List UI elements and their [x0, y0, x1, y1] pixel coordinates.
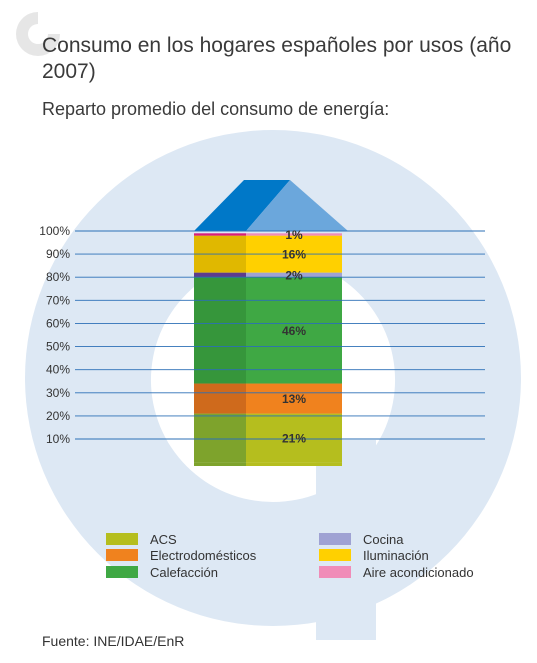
- bar-segment-shade-calefaccion: [194, 277, 246, 384]
- chart-title: Consumo en los hogares españoles por uso…: [42, 34, 512, 83]
- legend-label-acs: ACS: [150, 531, 177, 547]
- data-label-calefaccion: 46%: [282, 324, 306, 338]
- legend-swatch-iluminacion: [319, 549, 351, 561]
- legend-item-electrodomesticos: Electrodomésticos: [106, 547, 256, 563]
- legend-item-cocina: Cocina: [319, 531, 403, 547]
- bar-segment-acs: [246, 413, 342, 463]
- legend-swatch-calefaccion: [106, 566, 138, 578]
- roof-right: [246, 180, 348, 231]
- y-tick-label-100: 100%: [39, 224, 70, 238]
- legend-item-calefaccion: Calefacción: [106, 564, 218, 580]
- legend-label-electrodomesticos: Electrodomésticos: [150, 547, 257, 563]
- legend-label-iluminacion: Iluminación: [363, 547, 429, 563]
- y-tick-label-80: 80%: [46, 270, 70, 284]
- legend-label-aire-acondicionado: Aire acondicionado: [363, 564, 474, 580]
- bar-segment-shade-electrodomesticos: [194, 383, 246, 414]
- bar-segment-calefaccion: [246, 277, 342, 384]
- bar-base: [246, 462, 342, 466]
- bar-segment-shade-cocina: [194, 272, 246, 278]
- data-label-cocina: 2%: [285, 268, 303, 282]
- legend-swatch-electrodomesticos: [106, 549, 138, 561]
- data-label-aire-acondicionado: 1%: [285, 228, 303, 242]
- legend-swatch-acs: [106, 533, 138, 545]
- bar-segment-cocina: [246, 272, 342, 278]
- bar-segment-electrodomesticos: [246, 383, 342, 414]
- legend-swatch-cocina: [319, 533, 351, 545]
- legend-label-cocina: Cocina: [363, 531, 404, 547]
- legend-item-iluminacion: Iluminación: [319, 547, 429, 563]
- y-tick-label-30: 30%: [46, 386, 70, 400]
- y-tick-label-50: 50%: [46, 340, 70, 354]
- legend-label-calefaccion: Calefacción: [150, 564, 218, 580]
- bar-base-shade: [194, 462, 246, 466]
- source-note: Fuente: INE/IDAE/EnR: [42, 633, 185, 649]
- y-tick-label-60: 60%: [46, 316, 70, 330]
- y-tick-label-20: 20%: [46, 409, 70, 423]
- y-tick-label-40: 40%: [46, 363, 70, 377]
- chart-subtitle: Reparto promedio del consumo de energía:: [42, 99, 390, 119]
- data-label-acs: 21%: [282, 431, 306, 445]
- legend-swatch-aire-acondicionado: [319, 566, 351, 578]
- bar-segment-shade-acs: [194, 413, 246, 463]
- y-tick-label-10: 10%: [46, 432, 70, 446]
- y-tick-label-90: 90%: [46, 247, 70, 261]
- y-tick-label-70: 70%: [46, 293, 70, 307]
- data-label-electrodomesticos: 13%: [282, 392, 306, 406]
- legend-item-aire-acondicionado: Aire acondicionado: [319, 564, 474, 580]
- roof-left: [194, 180, 290, 231]
- corner-logo: [16, 12, 60, 56]
- bar-segment-shade-aire-acondicionado: [194, 233, 246, 236]
- bar-segment-aire-acondicionado: [246, 233, 342, 236]
- data-label-iluminacion: 16%: [282, 248, 306, 262]
- legend-item-acs: ACS: [106, 531, 177, 547]
